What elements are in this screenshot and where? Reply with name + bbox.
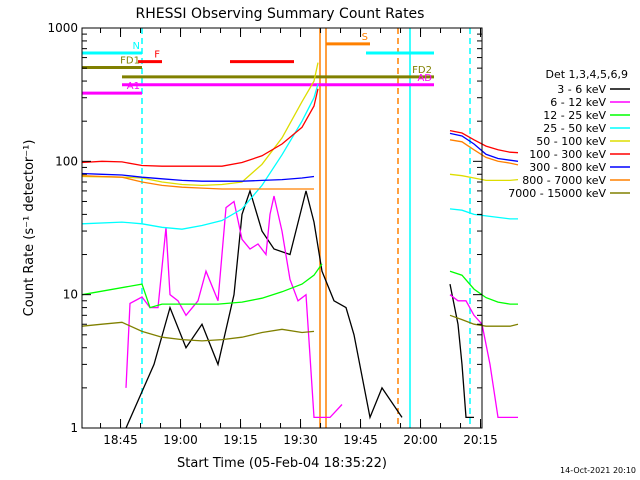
- series-line: [449, 283, 474, 419]
- annotation-label: A1: [127, 81, 140, 92]
- legend-label: 25 - 50 keV: [543, 122, 606, 135]
- x-tick-label: 20:15: [463, 433, 498, 447]
- series-line: [81, 263, 323, 309]
- series-line: [449, 270, 518, 305]
- plot-frame: [81, 27, 483, 429]
- annotation-label: AD: [417, 73, 432, 84]
- series-line: [449, 294, 518, 419]
- series-line: [81, 172, 315, 182]
- annotation-label: FD1: [120, 56, 140, 67]
- series-line: [81, 83, 319, 230]
- y-tick-label: 100: [55, 154, 78, 168]
- x-tick-label: 19:30: [283, 433, 318, 447]
- series-line: [81, 62, 319, 187]
- annotation-label: FD2: [412, 65, 432, 76]
- annotation-label: F: [154, 50, 160, 61]
- series-line: [125, 195, 343, 419]
- legend-label: 50 - 100 keV: [536, 135, 606, 148]
- series-line: [81, 175, 314, 190]
- legend-label: 800 - 7000 keV: [522, 174, 606, 187]
- y-tick-label: 1: [70, 421, 78, 435]
- chart-title: RHESSI Observing Summary Count Rates: [136, 6, 425, 22]
- series-line: [81, 88, 319, 167]
- x-tick-label: 19:15: [223, 433, 258, 447]
- annotation-label: N: [133, 41, 140, 52]
- series-line: [81, 321, 315, 342]
- legend-label: 300 - 800 keV: [529, 161, 606, 174]
- y-tick-label: 1000: [47, 21, 78, 35]
- legend-label: 6 - 12 keV: [550, 96, 606, 109]
- axes: 1 10 100 1000 18:45 19:00 19:15 19:30 19:45 20:00…: [47, 21, 497, 447]
- series-line: [125, 188, 403, 429]
- legend-label: 7000 - 15000 keV: [508, 187, 606, 200]
- series-line: [449, 173, 519, 182]
- series-line: [449, 208, 518, 220]
- series-line: [449, 132, 519, 162]
- timestamp: 14-Oct-2021 20:10: [560, 466, 636, 475]
- legend-label: 3 - 6 keV: [557, 83, 606, 96]
- x-tick-label: 19:45: [343, 433, 378, 447]
- legend-label: 100 - 300 keV: [529, 148, 606, 161]
- x-tick-label: 19:00: [163, 433, 198, 447]
- x-tick-label: 20:00: [403, 433, 438, 447]
- x-tick-label: 18:45: [103, 433, 138, 447]
- series-line: [449, 129, 519, 154]
- legend-label: 12 - 25 keV: [543, 109, 606, 122]
- series-line: [449, 139, 519, 166]
- y-tick-label: 10: [63, 288, 78, 302]
- series-line: [449, 314, 519, 327]
- annotation-label: S: [362, 32, 368, 43]
- y-axis-label: Count Rate (s⁻¹ detector⁻¹): [22, 140, 37, 317]
- legend-title: Det 1,3,4,5,6,9: [545, 68, 628, 81]
- x-axis-label: Start Time (05-Feb-04 18:35:22): [177, 456, 387, 471]
